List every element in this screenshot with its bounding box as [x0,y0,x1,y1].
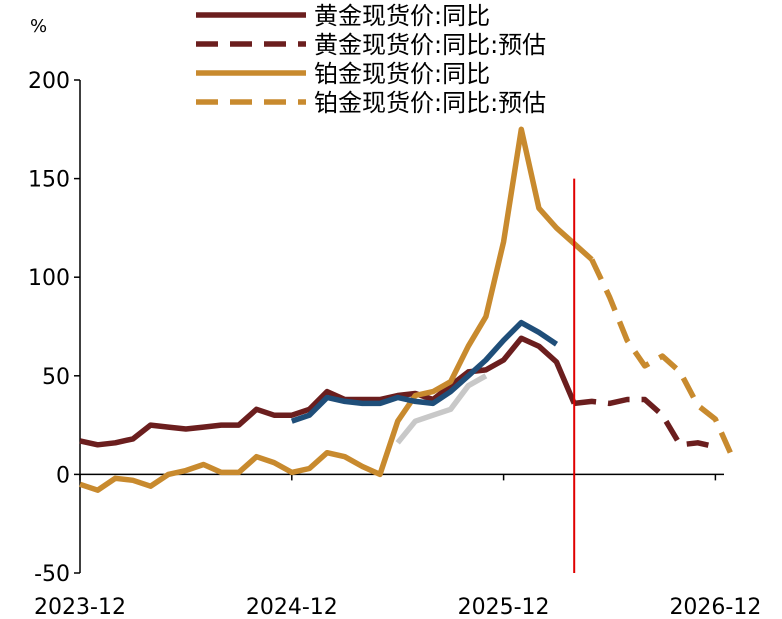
x-tick-label: 2025-12 [458,595,550,619]
y-tick-label: 150 [28,168,70,193]
legend-label: 铂金现货价:同比 [314,60,490,88]
legend-label: 黄金现货价:同比 [314,2,490,30]
legend-label: 铂金现货价:同比:预估 [314,89,546,117]
series-line-1 [79,335,577,448]
y-tick-label: -50 [34,562,70,587]
series-line-3 [79,126,594,493]
x-tick-label: 2024-12 [246,595,338,619]
series-line-4 [589,258,736,460]
series-line-6 [395,373,488,445]
y-tick-label: 50 [42,365,70,390]
y-tick-label: 200 [28,69,70,94]
x-tick-label: 2023-12 [34,595,126,619]
y-tick-label: 0 [56,463,70,488]
x-tick-label: 2026-12 [669,595,761,619]
axes: 200 150 100 50 0 -50 2023-12 2024-12 2025-12 2026… [28,69,761,619]
y-tick-label: 100 [28,266,70,291]
series-line-2 [573,396,717,450]
y-unit-label: % [30,16,47,37]
legend-label: 黄金现货价:同比:预估 [314,31,546,59]
plot-area [79,126,736,573]
series-line-5 [290,319,559,424]
